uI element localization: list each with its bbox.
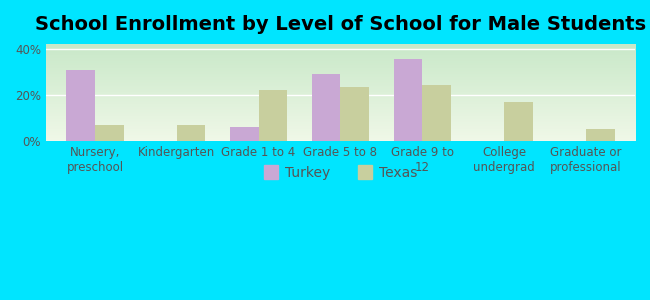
- Bar: [586, 129, 614, 141]
- Bar: [95, 125, 124, 141]
- Bar: [504, 102, 533, 141]
- Bar: [422, 85, 451, 141]
- Bar: [259, 90, 287, 141]
- Bar: [66, 70, 95, 141]
- Bar: [230, 127, 259, 141]
- Bar: [312, 74, 341, 141]
- Bar: [394, 59, 422, 141]
- Bar: [341, 87, 369, 141]
- Bar: [177, 125, 205, 141]
- Title: School Enrollment by Level of School for Male Students: School Enrollment by Level of School for…: [35, 15, 646, 34]
- Legend: Turkey, Texas: Turkey, Texas: [257, 159, 424, 187]
